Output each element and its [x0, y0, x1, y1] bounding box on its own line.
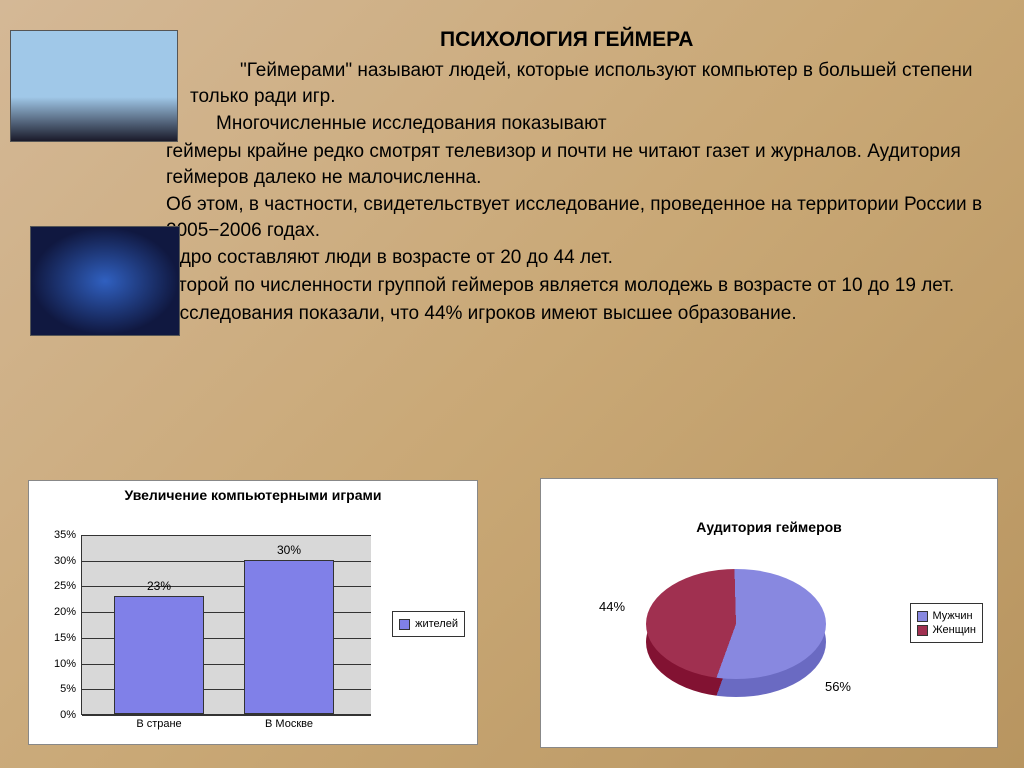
legend-label: Мужчин — [933, 610, 973, 622]
paragraph: Об этом, в частности, свидетельствует ис… — [166, 192, 1010, 243]
pie-chart: Аудитория геймеров 44% 56% Мужчин Женщин — [540, 478, 998, 748]
bar-value-label: 23% — [115, 579, 203, 593]
ytick-label: 20% — [54, 606, 76, 618]
ytick-label: 25% — [54, 580, 76, 592]
paragraph: Второй по численности группой геймеров я… — [166, 273, 1010, 299]
xtick-label: В Москве — [239, 718, 339, 730]
pie-legend: Мужчин Женщин — [910, 603, 983, 643]
paragraph: Многочисленные исследования показывают — [166, 111, 1010, 137]
pie-pct-men: 56% — [825, 679, 851, 694]
paragraph: Исследования показали, что 44% игроков и… — [166, 301, 1010, 327]
paragraph: геймеры крайне редко смотрят телевизор и… — [166, 139, 1010, 190]
ytick-label: 0% — [60, 709, 76, 721]
body-text: "Геймерами" называют людей, которые испо… — [190, 58, 1010, 328]
paragraph: "Геймерами" называют людей, которые испо… — [190, 58, 1010, 109]
photo-gamer-art — [30, 226, 180, 336]
ytick-label: 5% — [60, 683, 76, 695]
legend-swatch — [917, 611, 928, 622]
bar-chart: Увеличение компьютерными играми 0%5%10%1… — [28, 480, 478, 745]
ytick-label: 10% — [54, 658, 76, 670]
ytick-label: 30% — [54, 555, 76, 567]
ytick-label: 35% — [54, 529, 76, 541]
photo-children-computer — [10, 30, 178, 142]
bar: 30% — [244, 560, 334, 714]
xtick-label: В стране — [109, 718, 209, 730]
pie-pct-women: 44% — [599, 599, 625, 614]
bar-value-label: 30% — [245, 543, 333, 557]
legend-row: Женщин — [917, 624, 976, 636]
gridline — [82, 535, 371, 536]
bar-legend: жителей — [392, 611, 465, 637]
pie-chart-title: Аудитория геймеров — [541, 519, 997, 535]
bar-plot-area: 0%5%10%15%20%25%30%35%23%В стране30%В Мо… — [81, 535, 371, 715]
gridline — [82, 715, 371, 716]
legend-row: Мужчин — [917, 610, 976, 622]
legend-swatch — [399, 619, 410, 630]
bar: 23% — [114, 596, 204, 714]
ytick-label: 15% — [54, 632, 76, 644]
legend-label: Женщин — [933, 624, 976, 636]
paragraph: Ядро составляют люди в возрасте от 20 до… — [166, 245, 1010, 271]
legend-label: жителей — [415, 618, 458, 630]
legend-swatch — [917, 625, 928, 636]
page-title: ПСИХОЛОГИЯ ГЕЙМЕРА — [440, 28, 693, 52]
pie-wrap: 44% 56% — [631, 569, 841, 729]
bar-chart-title: Увеличение компьютерными играми — [29, 487, 477, 503]
